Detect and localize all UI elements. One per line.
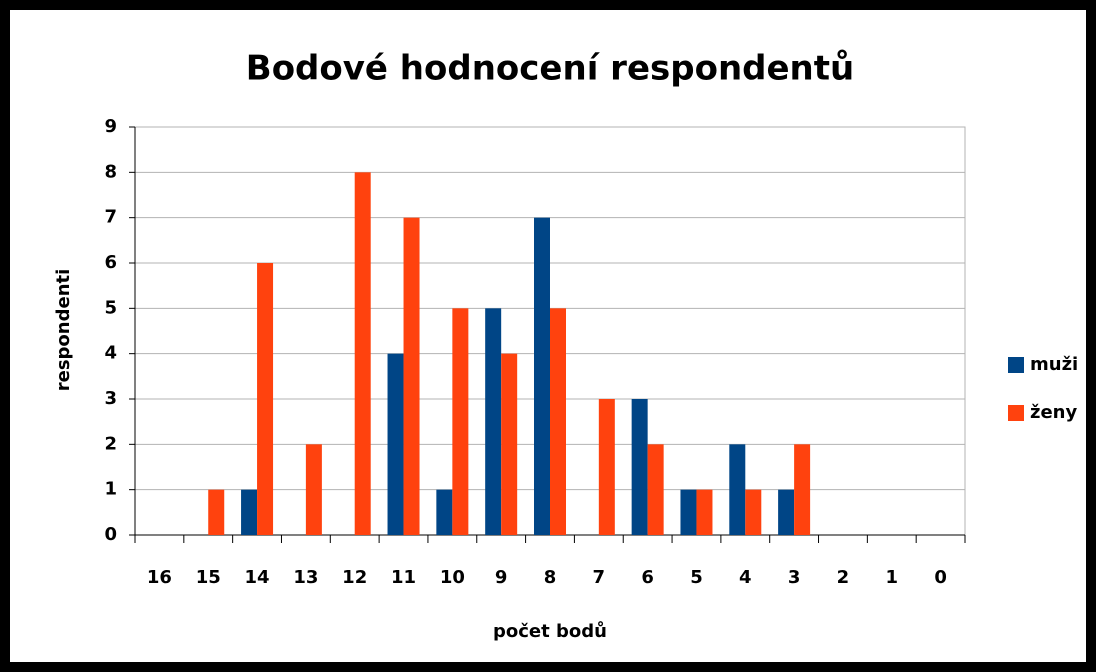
bar bbox=[354, 172, 371, 536]
bar bbox=[631, 399, 648, 535]
bar bbox=[729, 444, 746, 535]
y-tick-label: 8 bbox=[104, 161, 117, 182]
x-tick-label: 5 bbox=[690, 567, 703, 588]
bar bbox=[778, 489, 795, 535]
bar bbox=[305, 444, 322, 535]
bar bbox=[794, 444, 811, 535]
bar bbox=[598, 399, 615, 535]
y-tick-label: 0 bbox=[104, 524, 117, 545]
x-tick-label: 13 bbox=[293, 567, 318, 588]
bar bbox=[501, 353, 518, 535]
y-axis-title: respondenti bbox=[53, 269, 74, 392]
bar bbox=[680, 489, 697, 535]
x-tick-label: 7 bbox=[593, 567, 606, 588]
x-tick-label: 14 bbox=[245, 567, 270, 588]
y-tick-label: 7 bbox=[104, 207, 117, 228]
bar bbox=[452, 308, 469, 535]
bar bbox=[745, 489, 762, 535]
bar bbox=[550, 308, 566, 535]
bar bbox=[387, 353, 404, 535]
y-tick-label: 6 bbox=[104, 252, 117, 273]
x-tick-label: 12 bbox=[342, 567, 367, 588]
x-tick-label: 4 bbox=[739, 567, 752, 588]
y-tick-label: 2 bbox=[104, 433, 117, 454]
bar bbox=[403, 217, 420, 535]
x-tick-label: 16 bbox=[147, 567, 172, 588]
legend-label: ženy bbox=[1030, 402, 1077, 423]
y-tick-label: 1 bbox=[104, 479, 117, 500]
x-tick-label: 3 bbox=[788, 567, 801, 588]
x-tick-label: 10 bbox=[440, 567, 465, 588]
bar bbox=[208, 489, 225, 535]
x-tick-label: 2 bbox=[837, 567, 850, 588]
x-tick-label: 8 bbox=[544, 567, 557, 588]
y-tick-label: 3 bbox=[104, 388, 117, 409]
bar bbox=[647, 444, 664, 535]
chart-title: Bodové hodnocení respondentů bbox=[246, 49, 854, 89]
x-tick-label: 0 bbox=[934, 567, 947, 588]
x-tick-label: 9 bbox=[495, 567, 508, 588]
y-tick-label: 4 bbox=[104, 343, 117, 364]
legend-swatch bbox=[1008, 357, 1024, 373]
bar bbox=[534, 217, 550, 535]
x-tick-label: 15 bbox=[196, 567, 221, 588]
x-axis-title: počet bodů bbox=[493, 620, 607, 642]
bar bbox=[241, 489, 258, 535]
x-tick-label: 11 bbox=[391, 567, 416, 588]
bar bbox=[257, 263, 274, 535]
y-tick-label: 5 bbox=[104, 297, 117, 318]
legend-label: muži bbox=[1030, 354, 1078, 375]
bar bbox=[436, 489, 453, 535]
legend-swatch bbox=[1008, 405, 1024, 421]
x-tick-label: 1 bbox=[885, 567, 898, 588]
x-tick-label: 6 bbox=[641, 567, 654, 588]
bar bbox=[696, 489, 713, 535]
bar bbox=[485, 308, 502, 535]
y-tick-label: 9 bbox=[104, 116, 117, 137]
